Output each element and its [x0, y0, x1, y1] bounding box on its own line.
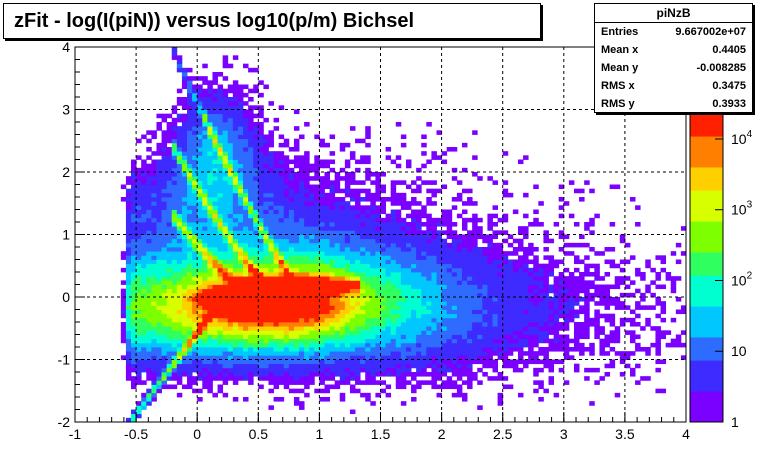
palette-cell [690, 159, 723, 168]
palette-cell [690, 375, 723, 384]
palette-cell [690, 391, 723, 400]
chart-title: zFit - log(I(piN)) versus log10(p/m) Bic… [14, 10, 415, 32]
grid-lines [75, 47, 686, 422]
palette-cell [690, 290, 723, 299]
stats-row: RMS y 0.3933 [595, 95, 752, 113]
palette-cell [690, 313, 723, 322]
palette-cell [690, 151, 723, 160]
palette-cell [690, 337, 723, 346]
x-tick-label: 0.5 [249, 426, 269, 442]
x-tick-label: 1.5 [371, 426, 391, 442]
palette-cell [690, 136, 723, 145]
x-tick-label: 3 [560, 426, 568, 442]
stats-name: piNzB [595, 4, 752, 23]
z-tick-label: 104 [731, 129, 753, 147]
palette-cell [690, 352, 723, 361]
stats-box: piNzB Entries 9.667002e+07 Mean x 0.4405 M… [594, 3, 753, 113]
palette-cell [690, 252, 723, 261]
stats-value: 0.3475 [712, 80, 746, 92]
palette-cell [690, 259, 723, 268]
palette-cell [690, 298, 723, 307]
palette-cell [690, 360, 723, 369]
palette-cell [690, 321, 723, 330]
palette-cell [690, 228, 723, 238]
palette-cell [690, 197, 723, 207]
y-tick-label: 2 [62, 164, 70, 180]
y-tick-label: 0 [62, 289, 70, 305]
palette-cell [690, 120, 723, 129]
stats-value: -0.008285 [696, 62, 746, 74]
palette-cell [690, 282, 723, 292]
stats-value: 0.4405 [712, 44, 746, 56]
x-tick-label: 2.5 [493, 426, 513, 442]
x-tick-label: 3.5 [615, 426, 635, 442]
z-tick-label: 102 [731, 270, 753, 288]
palette-cell [690, 128, 723, 137]
palette-cell [690, 236, 723, 245]
x-tick-label: 0 [193, 426, 201, 442]
palette-cell [690, 367, 723, 377]
palette-cell [690, 344, 723, 353]
color-palette: 110102103104105 [689, 58, 753, 430]
stats-value: 0.3933 [712, 98, 746, 110]
palette-frame [689, 112, 724, 423]
stats-row: RMS x 0.3475 [595, 77, 752, 95]
stats-value: 9.667002e+07 [675, 26, 746, 38]
z-tick-label: 10 [731, 343, 747, 359]
z-tick-label: 103 [731, 200, 753, 218]
x-tick-label: -1 [69, 426, 82, 442]
y-tick-label: 1 [62, 227, 70, 243]
stats-label: Mean x [601, 44, 639, 56]
x-tick-label: -0.5 [124, 426, 148, 442]
palette-cell [690, 143, 723, 153]
palette-cell [690, 383, 723, 392]
y-tick-label: -1 [58, 352, 71, 368]
y-tick-label: 4 [62, 39, 70, 55]
heatmap-cells [120, 47, 687, 423]
palette-cell [690, 244, 723, 253]
palette-cell [690, 205, 723, 214]
palette-cell [690, 113, 723, 122]
y-tick-label: 3 [62, 102, 70, 118]
palette-cell [690, 275, 723, 284]
palette-cell [690, 174, 723, 183]
stats-row: Mean y -0.008285 [595, 59, 752, 77]
palette-cell [690, 190, 723, 199]
y-tick-label: -2 [58, 414, 71, 430]
palette-cell [690, 182, 723, 191]
palette-cell [690, 213, 723, 222]
stats-label: Entries [601, 26, 639, 38]
palette-cell [690, 414, 723, 423]
palette-cell [690, 306, 723, 315]
stats-row: Mean x 0.4405 [595, 41, 752, 59]
z-tick-label: 1 [731, 414, 739, 430]
x-tick-label: 1 [316, 426, 324, 442]
palette-cell [690, 329, 723, 338]
chart-title-box: zFit - log(I(piN)) versus log10(p/m) Bic… [3, 3, 541, 39]
stats-row: Entries 9.667002e+07 [595, 23, 752, 41]
stats-label: RMS x [601, 80, 635, 92]
x-tick-label: 4 [682, 426, 690, 442]
stats-label: RMS y [601, 98, 635, 110]
palette-cell [690, 267, 723, 276]
palette-cell [690, 406, 723, 415]
palette-cell [690, 167, 723, 176]
stats-label: Mean y [601, 62, 639, 74]
palette-cell [690, 221, 723, 230]
x-tick-label: 2 [438, 426, 446, 442]
palette-cell [690, 398, 723, 407]
